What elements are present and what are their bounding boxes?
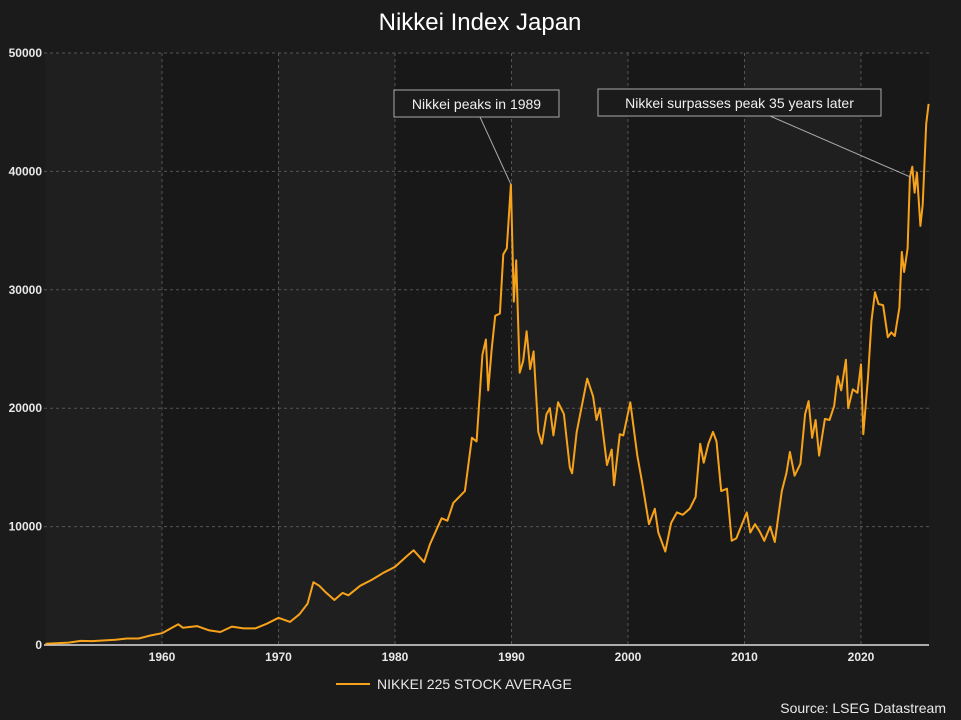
- chart-title: Nikkei Index Japan: [379, 9, 582, 36]
- annotations: Nikkei peaks in 1989 Nikkei surpasses pea…: [393, 88, 912, 185]
- y-tick-label: 30000: [9, 283, 43, 297]
- x-tick-label: 1970: [265, 650, 292, 664]
- legend: NIKKEI 225 STOCK AVERAGE: [336, 676, 572, 692]
- x-tick-label: 2010: [731, 650, 758, 664]
- y-tick-label: 50000: [9, 46, 43, 60]
- y-tick-label: 0: [35, 638, 42, 652]
- annotation-pointer: [769, 115, 912, 178]
- decade-band: [511, 53, 628, 645]
- decade-band: [395, 53, 512, 645]
- decade-bands: [45, 53, 929, 645]
- series-line-nikkei-225: [45, 103, 930, 645]
- decade-band: [861, 53, 929, 645]
- gridlines: [44, 52, 929, 645]
- annotation-box: [393, 89, 560, 118]
- decade-band: [628, 53, 745, 645]
- decade-band: [45, 53, 162, 645]
- annotation-label: Nikkei peaks in 1989: [412, 96, 541, 112]
- x-tick-label: 1980: [382, 650, 409, 664]
- x-tick-label: 1960: [149, 650, 176, 664]
- y-tick-label: 20000: [9, 401, 43, 415]
- x-tick-label: 2000: [615, 650, 642, 664]
- annotation-label: Nikkei surpasses peak 35 years later: [625, 95, 854, 111]
- x-axis: 1960 1970 1980 1990 2000 2010 2020: [149, 650, 875, 664]
- y-axis: 0 10000 20000 30000 40000 50000: [9, 46, 43, 652]
- x-tick-label: 1990: [498, 650, 525, 664]
- legend-label: NIKKEI 225 STOCK AVERAGE: [377, 676, 572, 692]
- decade-band: [162, 53, 279, 645]
- annotation-box: [597, 88, 882, 117]
- decade-band: [278, 53, 395, 645]
- annotation-pointer: [479, 116, 512, 185]
- y-tick-label: 40000: [9, 164, 43, 178]
- y-tick-label: 10000: [9, 520, 43, 534]
- x-tick-label: 2020: [848, 650, 875, 664]
- decade-band: [744, 53, 861, 645]
- source-note: Source: LSEG Datastream: [780, 700, 946, 716]
